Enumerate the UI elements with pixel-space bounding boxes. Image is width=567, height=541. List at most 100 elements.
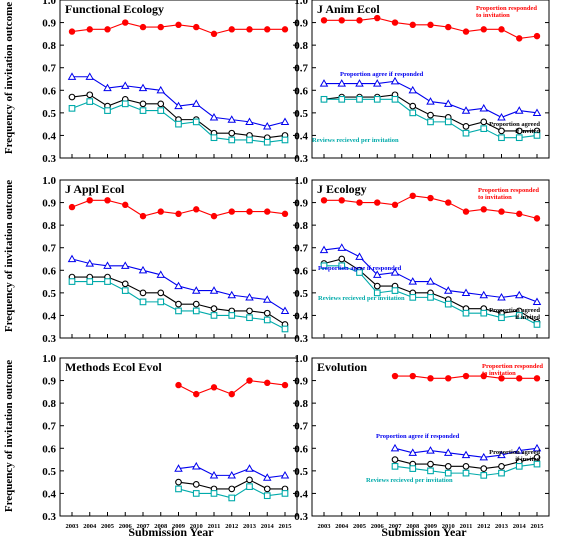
x-tick-label: 2005: [101, 523, 115, 530]
point-reviews: [409, 465, 417, 472]
point-responded: [516, 210, 523, 218]
point-reviews: [210, 490, 218, 497]
point-responded: [122, 19, 129, 26]
panel-title: J Anim Ecol: [317, 2, 380, 16]
y-axis-title-row3-text: Frequency of invitation outcome: [3, 360, 15, 512]
y-tick-label: 1.0: [42, 0, 56, 7]
x-tick-label: 2011: [208, 523, 221, 530]
y-tick-label: 0.7: [294, 63, 308, 75]
point-reviews: [86, 98, 94, 105]
point-agree: [227, 290, 237, 299]
point-responded: [281, 26, 289, 33]
x-tick-label: 2014: [261, 523, 275, 530]
y-tick-label: 0.7: [294, 243, 308, 255]
point-reviews: [210, 134, 218, 142]
y-axis-title-row1-text: Frequency of invitation outcome: [3, 2, 15, 154]
point-reviews: [104, 107, 111, 114]
point-responded: [356, 199, 363, 206]
point-reviews: [533, 460, 541, 468]
annotation-invited: Proportion agreed if invited: [489, 449, 540, 463]
x-tick-label: 2012: [225, 523, 238, 530]
point-reviews: [157, 298, 165, 306]
point-reviews: [281, 325, 289, 333]
point-invited: [462, 123, 470, 130]
point-agree: [280, 306, 290, 315]
point-agree: [262, 295, 272, 303]
point-agree: [497, 292, 506, 301]
point-responded: [139, 23, 147, 31]
x-tick-label: 2014: [513, 523, 527, 530]
point-agree: [227, 115, 237, 123]
y-tick-label: 0.7: [42, 243, 56, 255]
annotation-invited: Proportion agreed if invited: [489, 121, 540, 135]
point-reviews: [246, 483, 253, 491]
point-reviews: [121, 287, 129, 294]
y-tick-label: 1.0: [294, 175, 308, 187]
point-agree: [103, 261, 112, 269]
point-agree: [280, 470, 290, 479]
point-agree: [67, 254, 77, 263]
point-reviews: [281, 490, 289, 497]
y-tick-label: 0.9: [294, 18, 308, 30]
point-agree: [209, 112, 219, 121]
panel-title: J Ecology: [317, 182, 367, 196]
point-agree: [245, 464, 254, 472]
point-reviews: [104, 278, 111, 285]
y-tick-label: 0.3: [42, 511, 56, 523]
point-invited: [263, 485, 271, 493]
point-responded: [246, 208, 253, 215]
point-agree: [156, 270, 166, 278]
point-responded: [391, 201, 399, 209]
point-responded: [409, 372, 416, 380]
y-tick-label: 0.9: [42, 18, 56, 30]
point-reviews: [68, 278, 76, 285]
y-axis-title-row1: Frequency of invitation outcome: [3, 2, 15, 154]
point-responded: [104, 197, 111, 204]
point-reviews: [515, 312, 523, 319]
point-invited: [480, 465, 488, 472]
point-invited: [157, 289, 165, 297]
point-responded: [210, 212, 218, 220]
point-invited: [175, 478, 182, 486]
y-tick-label: 0.9: [294, 198, 308, 210]
y-tick-label: 1.0: [294, 353, 308, 365]
annotation-reviews: Reviews recieved per invitation: [366, 477, 453, 484]
point-agree: [408, 85, 418, 94]
point-responded: [157, 208, 164, 215]
chart-panels: 0.3 0.4 0.5 0.6 0.7 0.8 0.9 1.0 Functional Ecolo…: [42, 0, 550, 530]
y-tick-label: 0.9: [42, 376, 56, 388]
point-responded: [193, 390, 200, 398]
y-tick-label: 0.8: [294, 40, 308, 52]
point-invited: [246, 307, 253, 315]
point-reviews: [175, 120, 182, 128]
point-agree: [443, 99, 453, 107]
point-agree: [319, 245, 329, 254]
point-agree: [443, 286, 453, 294]
point-invited: [192, 481, 200, 488]
point-responded: [462, 208, 470, 215]
annotation-agree: Proportion agree if responded: [318, 265, 402, 272]
point-agree: [461, 288, 471, 296]
point-reviews: [263, 492, 271, 500]
x-tick-label: 2007: [389, 523, 403, 530]
point-responded: [374, 199, 381, 206]
point-reviews: [246, 136, 253, 144]
point-reviews: [373, 95, 381, 103]
point-agree: [443, 448, 453, 456]
point-agree: [67, 72, 77, 80]
point-invited: [533, 453, 541, 461]
panel-0: 0.3 0.4 0.5 0.6 0.7 0.8 0.9 1.0 Functional Ecolo…: [42, 0, 298, 165]
point-invited: [498, 127, 505, 135]
series-line-invited: [71, 94, 286, 139]
y-tick-label: 0.9: [42, 198, 56, 210]
point-responded: [210, 30, 218, 38]
panel-2: 0.3 0.4 0.5 0.6 0.7 0.8 0.9 1.0 J Appl Ecol: [42, 175, 298, 345]
point-invited: [444, 462, 452, 470]
point-agree: [372, 79, 382, 87]
point-invited: [86, 91, 94, 99]
point-invited: [515, 127, 523, 135]
annotation-responded: Proportion responded to invitation: [478, 187, 539, 201]
point-reviews: [121, 100, 129, 108]
y-tick-label: 0.4: [294, 310, 308, 322]
